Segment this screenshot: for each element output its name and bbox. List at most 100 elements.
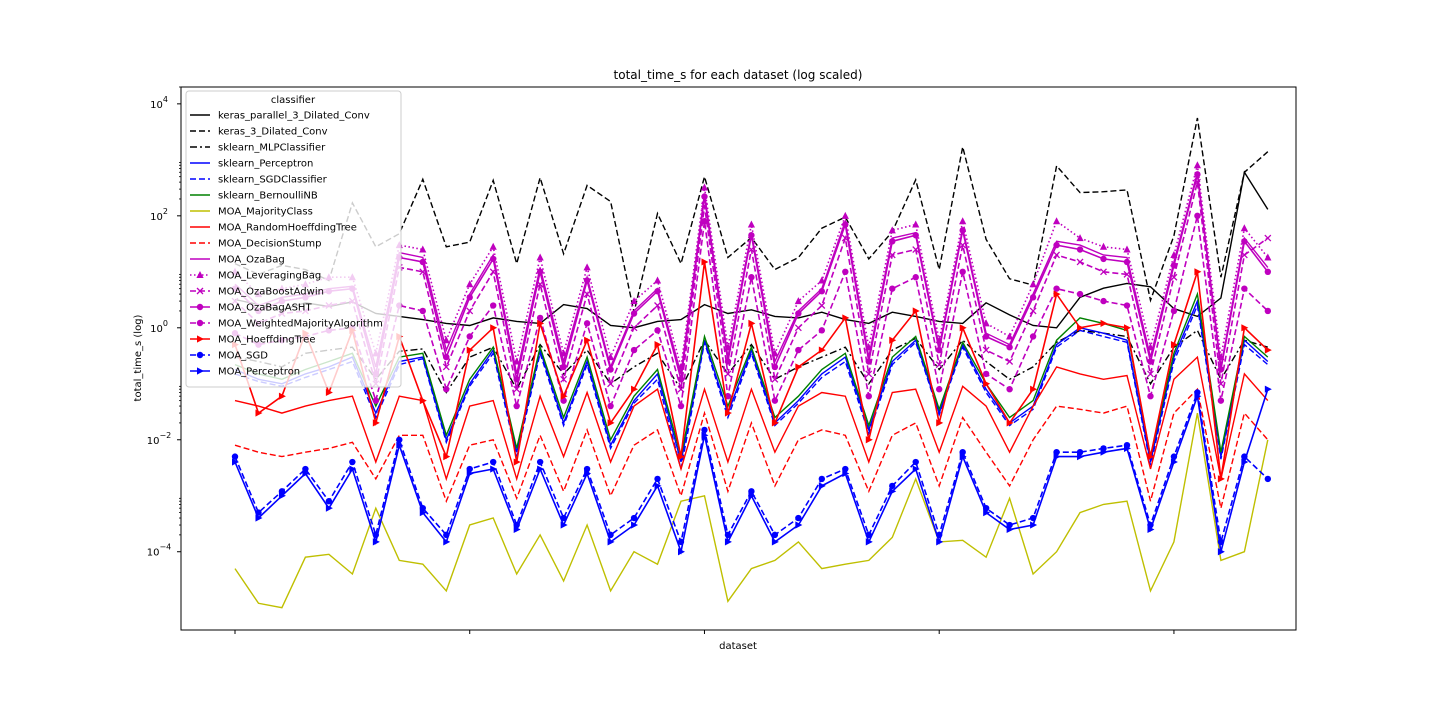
y-tick-label: 10−2 <box>147 431 172 447</box>
data-point <box>560 363 567 371</box>
data-point <box>701 426 708 434</box>
data-point <box>1147 393 1154 400</box>
legend-label: MOA_HoeffdingTree <box>218 335 316 346</box>
data-point <box>396 436 403 443</box>
data-point <box>654 327 661 334</box>
y-axis-label: total_time_s (log) <box>133 314 144 401</box>
data-point <box>631 521 639 529</box>
legend-item: MOA_LeveragingBag <box>190 271 321 282</box>
data-point <box>724 358 732 365</box>
data-point <box>1123 245 1131 253</box>
legend-label: sklearn_MLPClassifier <box>218 143 326 154</box>
series-line <box>234 165 1269 368</box>
data-point <box>841 211 849 219</box>
legend-item: MOA_SGD <box>190 351 268 362</box>
legend-marker <box>197 335 204 343</box>
data-point <box>513 376 520 383</box>
series-line <box>234 329 1269 394</box>
series-MOA_Perceptron <box>231 385 1272 556</box>
legend: classifier keras_parallel_3_Dilated_Conv… <box>185 90 402 388</box>
data-point <box>1240 224 1248 232</box>
data-point <box>983 509 991 517</box>
data-point <box>560 375 568 383</box>
data-point <box>396 441 404 449</box>
data-point <box>630 297 638 305</box>
data-point <box>1123 444 1131 453</box>
data-point <box>466 294 473 301</box>
series-MOA_DecisionStump <box>234 387 1269 509</box>
y-tick-label: 100 <box>150 319 168 335</box>
x-axis <box>234 630 1175 634</box>
data-point <box>865 436 873 444</box>
data-point <box>1053 290 1061 298</box>
data-point <box>818 302 826 309</box>
data-point <box>842 268 849 276</box>
data-point <box>1264 385 1272 393</box>
legend-label: sklearn_BernoulliNB <box>218 191 318 202</box>
data-point <box>936 386 943 393</box>
data-point <box>443 386 450 393</box>
data-point <box>1006 332 1014 340</box>
legend-label: keras_parallel_3_Dilated_Conv <box>218 111 370 122</box>
legend-box <box>185 90 402 388</box>
data-point <box>490 302 497 309</box>
data-point <box>278 492 286 500</box>
data-point <box>794 297 802 305</box>
data-point <box>748 232 755 239</box>
data-point <box>466 469 474 478</box>
legend-label: MOA_DecisionStump <box>218 239 321 250</box>
data-point <box>372 419 380 427</box>
data-point <box>231 458 239 466</box>
legend-item: MOA_OzaBag <box>190 255 285 266</box>
data-point <box>537 319 545 327</box>
data-point <box>466 307 474 315</box>
legend-item: MOA_OzaBagASHT <box>190 303 312 314</box>
data-point <box>1077 453 1085 461</box>
y-axis: 104 102 100 10−2 10−4 <box>147 86 181 559</box>
data-point <box>1147 358 1154 365</box>
series-line <box>234 355 1269 482</box>
series-line <box>234 387 1269 509</box>
legend-items: keras_parallel_3_Dilated_Conv keras_3_Dil… <box>190 111 383 378</box>
data-point <box>513 357 521 365</box>
data-point <box>443 538 451 546</box>
data-point <box>677 453 685 461</box>
data-point <box>1006 525 1014 534</box>
data-point <box>771 397 779 404</box>
data-point <box>982 370 990 378</box>
data-point <box>1006 344 1013 351</box>
data-point <box>1241 324 1249 332</box>
data-point <box>1123 324 1131 332</box>
data-point <box>959 324 967 332</box>
data-point <box>1147 370 1154 378</box>
data-point <box>1006 358 1014 365</box>
data-point <box>936 419 944 427</box>
data-point <box>865 538 873 546</box>
data-point <box>795 346 802 354</box>
data-point <box>1147 453 1155 461</box>
data-point <box>536 314 544 322</box>
data-point <box>1194 268 1202 276</box>
data-point <box>1076 234 1084 242</box>
data-point <box>1053 251 1061 259</box>
data-point <box>794 324 802 332</box>
legend-item: MOA_Perceptron <box>190 367 300 378</box>
series-MOA_SGD <box>231 389 1272 546</box>
data-point <box>1123 302 1131 309</box>
legend-item: sklearn_BernoulliNB <box>190 191 318 202</box>
data-point <box>982 333 990 340</box>
data-point <box>1006 386 1013 393</box>
data-point <box>513 402 520 410</box>
series-line <box>234 389 1269 545</box>
data-point <box>982 346 990 354</box>
data-point <box>818 276 826 284</box>
data-point <box>795 363 803 371</box>
data-point <box>771 531 779 539</box>
data-point <box>701 218 708 225</box>
data-point <box>677 376 685 383</box>
data-point <box>1241 285 1248 292</box>
data-point <box>912 232 919 239</box>
legend-item: keras_3_Dilated_Conv <box>190 127 328 138</box>
data-point <box>231 453 239 460</box>
legend-label: MOA_SGD <box>218 351 268 362</box>
